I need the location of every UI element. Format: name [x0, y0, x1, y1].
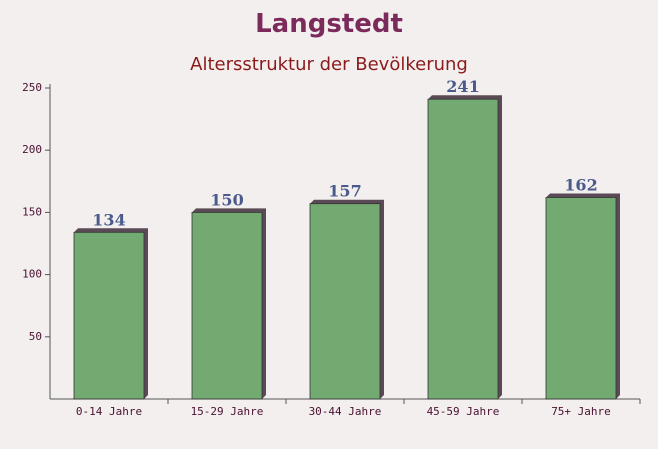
y-tick-label: 100 [22, 268, 42, 281]
value-label: 157 [328, 182, 361, 201]
x-tick-label: 15-29 Jahre [191, 405, 264, 418]
y-tick-label: 250 [22, 81, 42, 94]
bar [73, 231, 145, 400]
x-tick-label: 30-44 Jahre [309, 405, 382, 418]
value-label: 162 [564, 175, 597, 194]
x-tick-label: 45-59 Jahre [427, 405, 500, 418]
value-label: 150 [210, 190, 243, 209]
y-tick-label: 200 [22, 143, 42, 156]
chart-title: Langstedt [255, 9, 403, 39]
x-tick-label: 0-14 Jahre [76, 405, 142, 418]
value-label: 241 [446, 77, 479, 96]
bar [545, 197, 617, 400]
bar [309, 203, 381, 400]
value-label: 134 [92, 210, 125, 229]
bar [191, 211, 263, 400]
chart-subtitle: Altersstruktur der Bevölkerung [190, 54, 468, 75]
bar [427, 98, 499, 400]
y-tick-label: 150 [22, 205, 42, 218]
y-tick-label: 50 [29, 330, 42, 343]
x-tick-label: 75+ Jahre [551, 405, 611, 418]
